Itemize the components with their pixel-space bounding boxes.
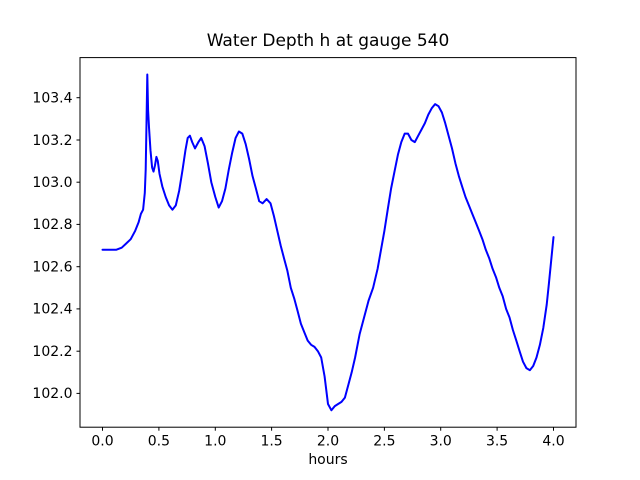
y-tick-label: 103.4 [32, 91, 72, 107]
y-tick-label: 102.8 [32, 217, 72, 233]
x-tick-label: 2.0 [317, 434, 339, 450]
y-tick-label: 102.4 [32, 302, 72, 318]
x-tick-label: 1.0 [204, 434, 226, 450]
y-tick-label: 102.0 [32, 386, 72, 402]
x-tick-label: 3.0 [430, 434, 452, 450]
y-tick-label: 103.0 [32, 175, 72, 191]
y-tick-label: 102.2 [32, 344, 72, 360]
y-axis: 102.0 102.2 102.4 102.6 102.8 103.0 103.2 103.4 [32, 91, 80, 402]
x-tick-label: 2.5 [373, 434, 395, 450]
plot-area [79, 57, 577, 428]
x-tick-label: 3.5 [486, 434, 508, 450]
x-tick-label: 4.0 [542, 434, 564, 450]
x-tick-label: 1.5 [260, 434, 282, 450]
x-tick-label: 0.0 [91, 434, 113, 450]
x-axis-label: hours [308, 452, 347, 468]
x-axis: 0.0 0.5 1.0 1.5 2.0 2.5 3.0 3.5 4.0 [91, 427, 565, 450]
chart-title: Water Depth h at gauge 540 [207, 31, 450, 51]
y-tick-label: 102.6 [32, 260, 72, 276]
y-tick-label: 103.2 [32, 133, 72, 149]
water-depth-line [101, 73, 555, 412]
x-tick-label: 0.5 [148, 434, 170, 450]
